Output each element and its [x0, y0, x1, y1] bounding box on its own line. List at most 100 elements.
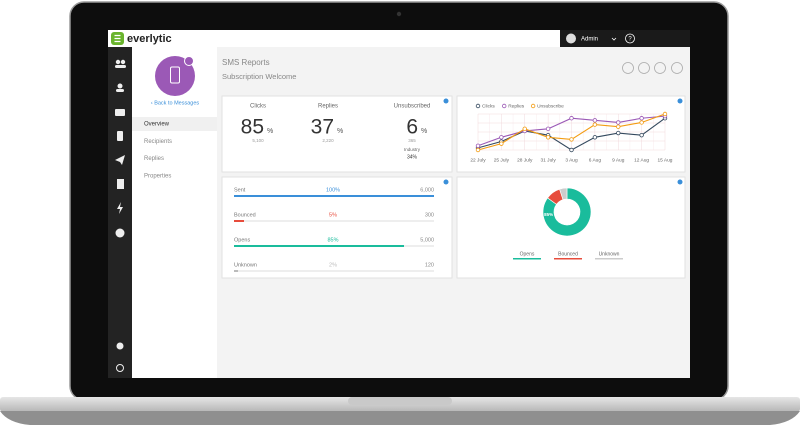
- slice-label: 85%: [544, 212, 553, 217]
- point: [569, 116, 574, 121]
- user-bar: [560, 30, 690, 47]
- legend-swatch: [595, 258, 623, 260]
- row-percent: 2%: [329, 262, 337, 268]
- x-tick-label: 25 July: [494, 157, 510, 163]
- bar-track: [234, 270, 434, 272]
- legend-label[interactable]: Unknown: [599, 251, 620, 257]
- help-button[interactable]: [625, 33, 635, 44]
- info-icons[interactable]: [443, 98, 683, 185]
- x-tick-label: 31 July: [541, 157, 557, 163]
- x-tick-label: 12 Aug: [634, 157, 649, 163]
- help-label[interactable]: ?: [628, 37, 632, 43]
- point: [662, 111, 668, 117]
- point: [499, 135, 504, 140]
- legend-swatch: [554, 258, 582, 260]
- message-icon: [155, 56, 195, 96]
- logo-icon-lines: [114, 34, 121, 43]
- stat-label: Unsubscribed: [394, 104, 431, 110]
- row-label: Sent: [234, 187, 246, 193]
- row-percent: 85%: [327, 237, 338, 243]
- row-label: Bounced: [234, 212, 256, 218]
- point: [639, 116, 644, 121]
- nav-list: Overview Recipients Replies Properties: [132, 117, 217, 179]
- legend-swatch: [502, 103, 507, 109]
- stats-card: [221, 95, 453, 173]
- point: [475, 147, 481, 153]
- bar: [234, 245, 404, 247]
- nav-item[interactable]: Replies: [144, 156, 164, 162]
- point: [499, 141, 504, 146]
- avatar[interactable]: [566, 33, 576, 44]
- point: [639, 120, 644, 125]
- x-tick-label: 9 Aug: [612, 157, 625, 163]
- message-badge: [184, 56, 194, 66]
- legend-label[interactable]: Unsubscribe: [537, 103, 564, 109]
- row-count: 5,000: [420, 237, 434, 243]
- point: [639, 132, 644, 138]
- bar-track: [234, 220, 434, 222]
- row-count: 6,000: [420, 187, 434, 193]
- stat-unit: %: [421, 128, 427, 135]
- nav-item[interactable]: Overview: [144, 122, 170, 128]
- phone-glyph: [170, 66, 180, 84]
- laptop-notch: [348, 397, 452, 405]
- donut-slice: [559, 187, 568, 201]
- point: [475, 143, 481, 148]
- line-chart-card: [456, 95, 686, 173]
- page-subtitle: Subscription Welcome: [222, 72, 296, 81]
- row-label: Opens: [234, 237, 250, 243]
- user-caret[interactable]: [611, 37, 617, 41]
- legend-label[interactable]: Replies: [508, 103, 525, 109]
- icon-sidebar: [108, 47, 132, 378]
- point: [616, 120, 621, 125]
- logo: everlytic: [127, 33, 172, 45]
- bar: [234, 195, 434, 197]
- x-tick-label: 22 July: [470, 157, 486, 163]
- point: [616, 130, 621, 136]
- x-tick-label: 28 July: [517, 157, 533, 163]
- point: [545, 135, 551, 140]
- stat-label: Replies: [318, 104, 338, 110]
- nav-item[interactable]: Recipients: [144, 139, 172, 145]
- donut-slice: [542, 187, 592, 237]
- row-label: Unknown: [234, 262, 257, 268]
- page-title: SMS Reports: [222, 58, 270, 67]
- camera: [396, 11, 402, 17]
- stat-note-value: 34%: [407, 154, 418, 160]
- stat-count: 2,220: [322, 138, 334, 143]
- point: [592, 118, 598, 123]
- stat-value: 6: [406, 116, 418, 139]
- nav-item[interactable]: Properties: [144, 173, 171, 179]
- stat-note-label: Industry: [404, 147, 421, 152]
- nav-panel: [132, 47, 217, 378]
- delivery-card: [221, 176, 453, 279]
- row-count: 120: [425, 262, 434, 268]
- row-percent: 100%: [326, 187, 340, 193]
- legend-swatch: [475, 103, 481, 109]
- point: [616, 124, 621, 129]
- row-percent: 5%: [329, 212, 337, 218]
- point: [592, 122, 598, 127]
- stat-unit: %: [337, 128, 343, 135]
- stat-label: Clicks: [250, 104, 266, 110]
- point: [545, 126, 551, 132]
- user-name[interactable]: Admin: [581, 37, 598, 43]
- legend-label[interactable]: Opens: [520, 251, 535, 257]
- point: [522, 126, 527, 132]
- stat-value: 85: [241, 116, 264, 139]
- row-count: 300: [425, 212, 434, 218]
- legend-label[interactable]: Bounced: [558, 251, 578, 257]
- x-tick-label: 3 Aug: [565, 157, 578, 163]
- stat-unit: %: [267, 128, 273, 135]
- laptop-base-edge: [0, 411, 800, 425]
- top-bar: [108, 30, 690, 47]
- point: [569, 137, 574, 142]
- legend-swatch: [530, 103, 536, 109]
- back-link[interactable]: ‹ Back to Messages: [151, 100, 200, 106]
- legend-label[interactable]: Clicks: [482, 103, 495, 109]
- stat-count: 365: [408, 138, 416, 143]
- sidebar-icons[interactable]: [115, 59, 126, 372]
- toolbar-icons[interactable]: [622, 62, 683, 74]
- nav-active: [132, 117, 217, 131]
